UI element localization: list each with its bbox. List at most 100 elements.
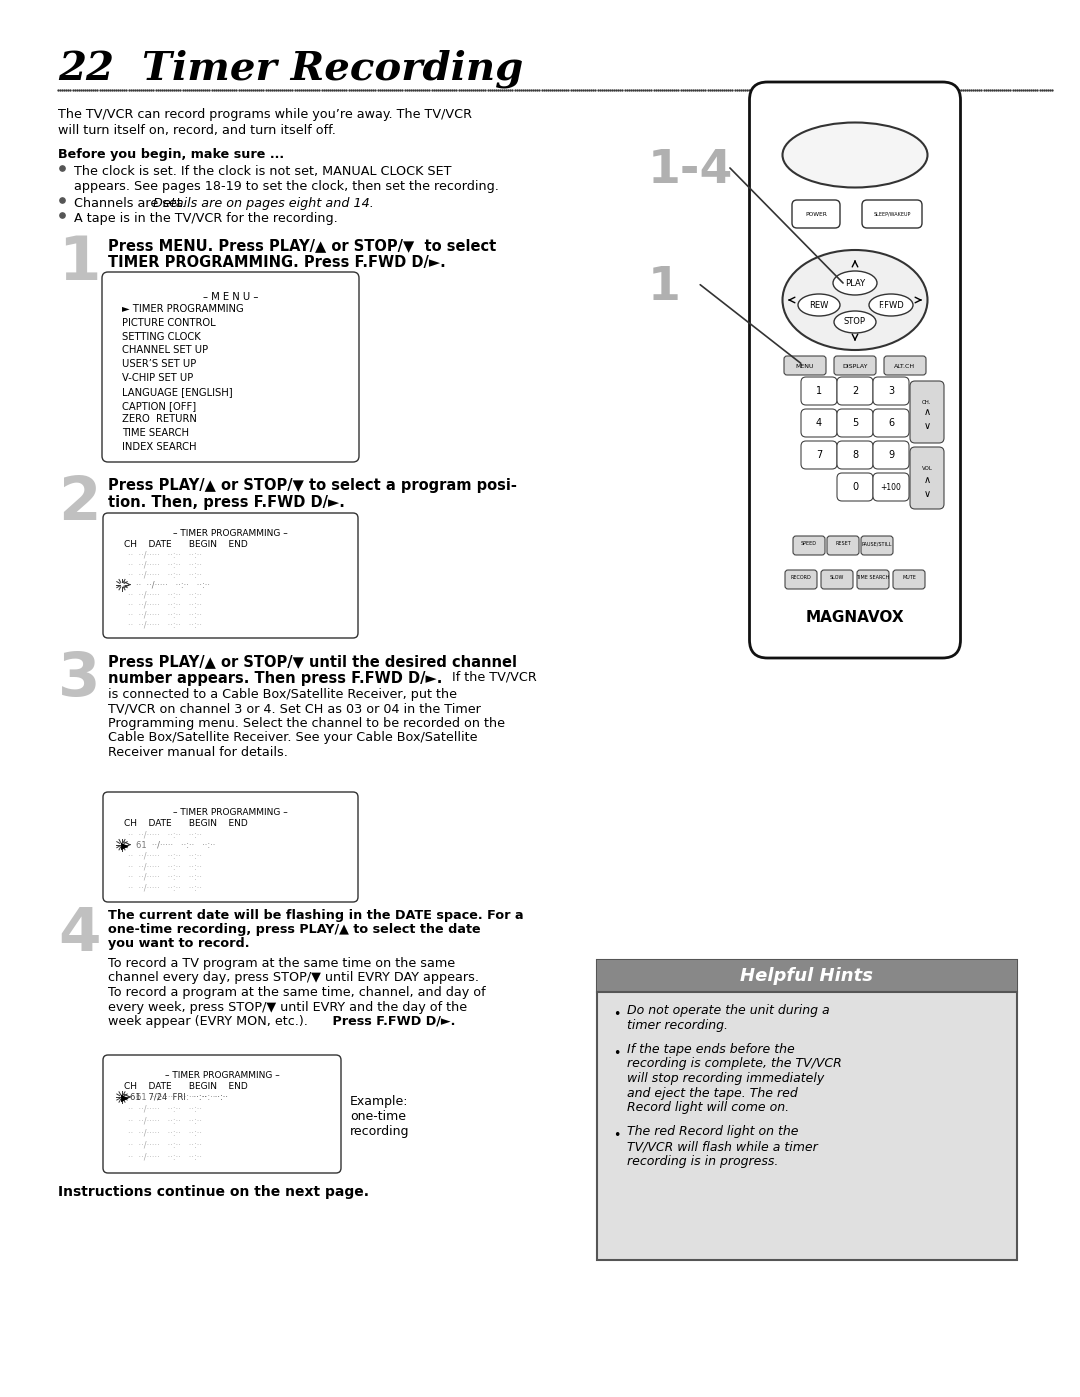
Point — [572, 78, 590, 101]
Point — [904, 78, 921, 101]
Point — [811, 78, 828, 101]
Point — [469, 78, 486, 101]
Point — [82, 78, 99, 101]
Text: 6: 6 — [888, 418, 894, 427]
Point — [257, 78, 274, 101]
Point — [802, 78, 820, 101]
Point — [178, 78, 195, 101]
Point — [611, 78, 629, 101]
Point — [768, 78, 785, 101]
Text: 3: 3 — [58, 650, 100, 710]
Text: The red Record light on the: The red Record light on the — [627, 1126, 798, 1139]
Point — [99, 78, 117, 101]
Point — [586, 78, 604, 101]
Text: 0: 0 — [852, 482, 859, 492]
Text: PLAY: PLAY — [845, 278, 865, 288]
Point — [404, 78, 421, 101]
Text: CHANNEL SET UP: CHANNEL SET UP — [122, 345, 208, 355]
Point — [989, 78, 1007, 101]
Text: Before you begin, make sure ...: Before you begin, make sure ... — [58, 148, 284, 161]
Point — [766, 78, 783, 101]
Point — [54, 78, 71, 101]
Text: 3: 3 — [888, 386, 894, 395]
Point — [305, 78, 322, 101]
Point — [309, 78, 326, 101]
Text: POWER: POWER — [805, 211, 827, 217]
Point — [138, 78, 156, 101]
Point — [496, 78, 513, 101]
Point — [977, 78, 995, 101]
Point — [954, 78, 971, 101]
Text: Press PLAY/▲ or STOP/▼ to select a program posi-: Press PLAY/▲ or STOP/▼ to select a progr… — [108, 478, 517, 493]
Text: LANGUAGE [ENGLISH]: LANGUAGE [ENGLISH] — [122, 387, 232, 397]
Point — [217, 78, 234, 101]
Point — [284, 78, 301, 101]
FancyBboxPatch shape — [827, 536, 859, 555]
Point — [705, 78, 723, 101]
Point — [332, 78, 349, 101]
Point — [199, 78, 216, 101]
Point — [568, 78, 585, 101]
Text: RECORD: RECORD — [791, 576, 811, 580]
Point — [264, 78, 281, 101]
Point — [156, 78, 173, 101]
Point — [293, 78, 310, 101]
Point — [460, 78, 477, 101]
Point — [712, 78, 729, 101]
Point — [931, 78, 948, 101]
Text: Channels are set.: Channels are set. — [75, 197, 190, 210]
Point — [444, 78, 461, 101]
Point — [556, 78, 573, 101]
Point — [1008, 78, 1025, 101]
Point — [980, 78, 997, 101]
Point — [124, 78, 141, 101]
Point — [342, 78, 360, 101]
Point — [609, 78, 626, 101]
Point — [606, 78, 623, 101]
Point — [516, 78, 534, 101]
Point — [478, 78, 496, 101]
Text: one-time recording, press PLAY/▲ to select the date: one-time recording, press PLAY/▲ to sele… — [108, 923, 481, 936]
Point — [690, 78, 707, 101]
Text: ALT.CH: ALT.CH — [894, 363, 916, 369]
Point — [55, 78, 72, 101]
Point — [633, 78, 650, 101]
Point — [991, 78, 1009, 101]
Text: ▶: ▶ — [121, 1092, 129, 1104]
Text: The current date will be flashing in the DATE space. For a: The current date will be flashing in the… — [108, 909, 524, 922]
Point — [259, 78, 276, 101]
Text: ZERO  RETURN: ZERO RETURN — [122, 415, 197, 425]
Point — [219, 78, 237, 101]
Point — [562, 78, 579, 101]
Point — [985, 78, 1002, 101]
Point — [133, 78, 150, 101]
Point — [557, 78, 575, 101]
Text: ··  ··/·····   ··:··   ··:··: ·· ··/····· ··:·· ··:·· — [129, 1129, 202, 1139]
Point — [108, 78, 125, 101]
Point — [929, 78, 946, 101]
Text: •: • — [613, 1046, 620, 1060]
Text: appears. See pages 18-19 to set the clock, then set the recording.: appears. See pages 18-19 to set the cloc… — [75, 180, 499, 193]
Point — [638, 78, 656, 101]
Point — [971, 78, 988, 101]
Point — [888, 78, 905, 101]
Point — [769, 78, 786, 101]
Point — [359, 78, 376, 101]
Text: ··  ··/·····   ··:··   ··:··: ·· ··/····· ··:·· ··:·· — [129, 883, 202, 893]
Text: ··  ··/·····   ··:··   ··:··: ·· ··/····· ··:·· ··:·· — [129, 1105, 202, 1113]
Point — [823, 78, 840, 101]
Point — [687, 78, 704, 101]
Point — [981, 78, 998, 101]
Point — [500, 78, 517, 101]
Text: channel every day, press STOP/▼ until EVRY DAY appears.: channel every day, press STOP/▼ until EV… — [108, 971, 480, 985]
Point — [487, 78, 504, 101]
Point — [269, 78, 286, 101]
Point — [163, 78, 180, 101]
Point — [84, 78, 102, 101]
FancyBboxPatch shape — [102, 272, 359, 462]
FancyBboxPatch shape — [801, 377, 837, 405]
Text: Receiver manual for details.: Receiver manual for details. — [108, 746, 288, 759]
Point — [286, 78, 303, 101]
Point — [239, 78, 256, 101]
Text: Do not operate the unit during a: Do not operate the unit during a — [627, 1004, 829, 1017]
